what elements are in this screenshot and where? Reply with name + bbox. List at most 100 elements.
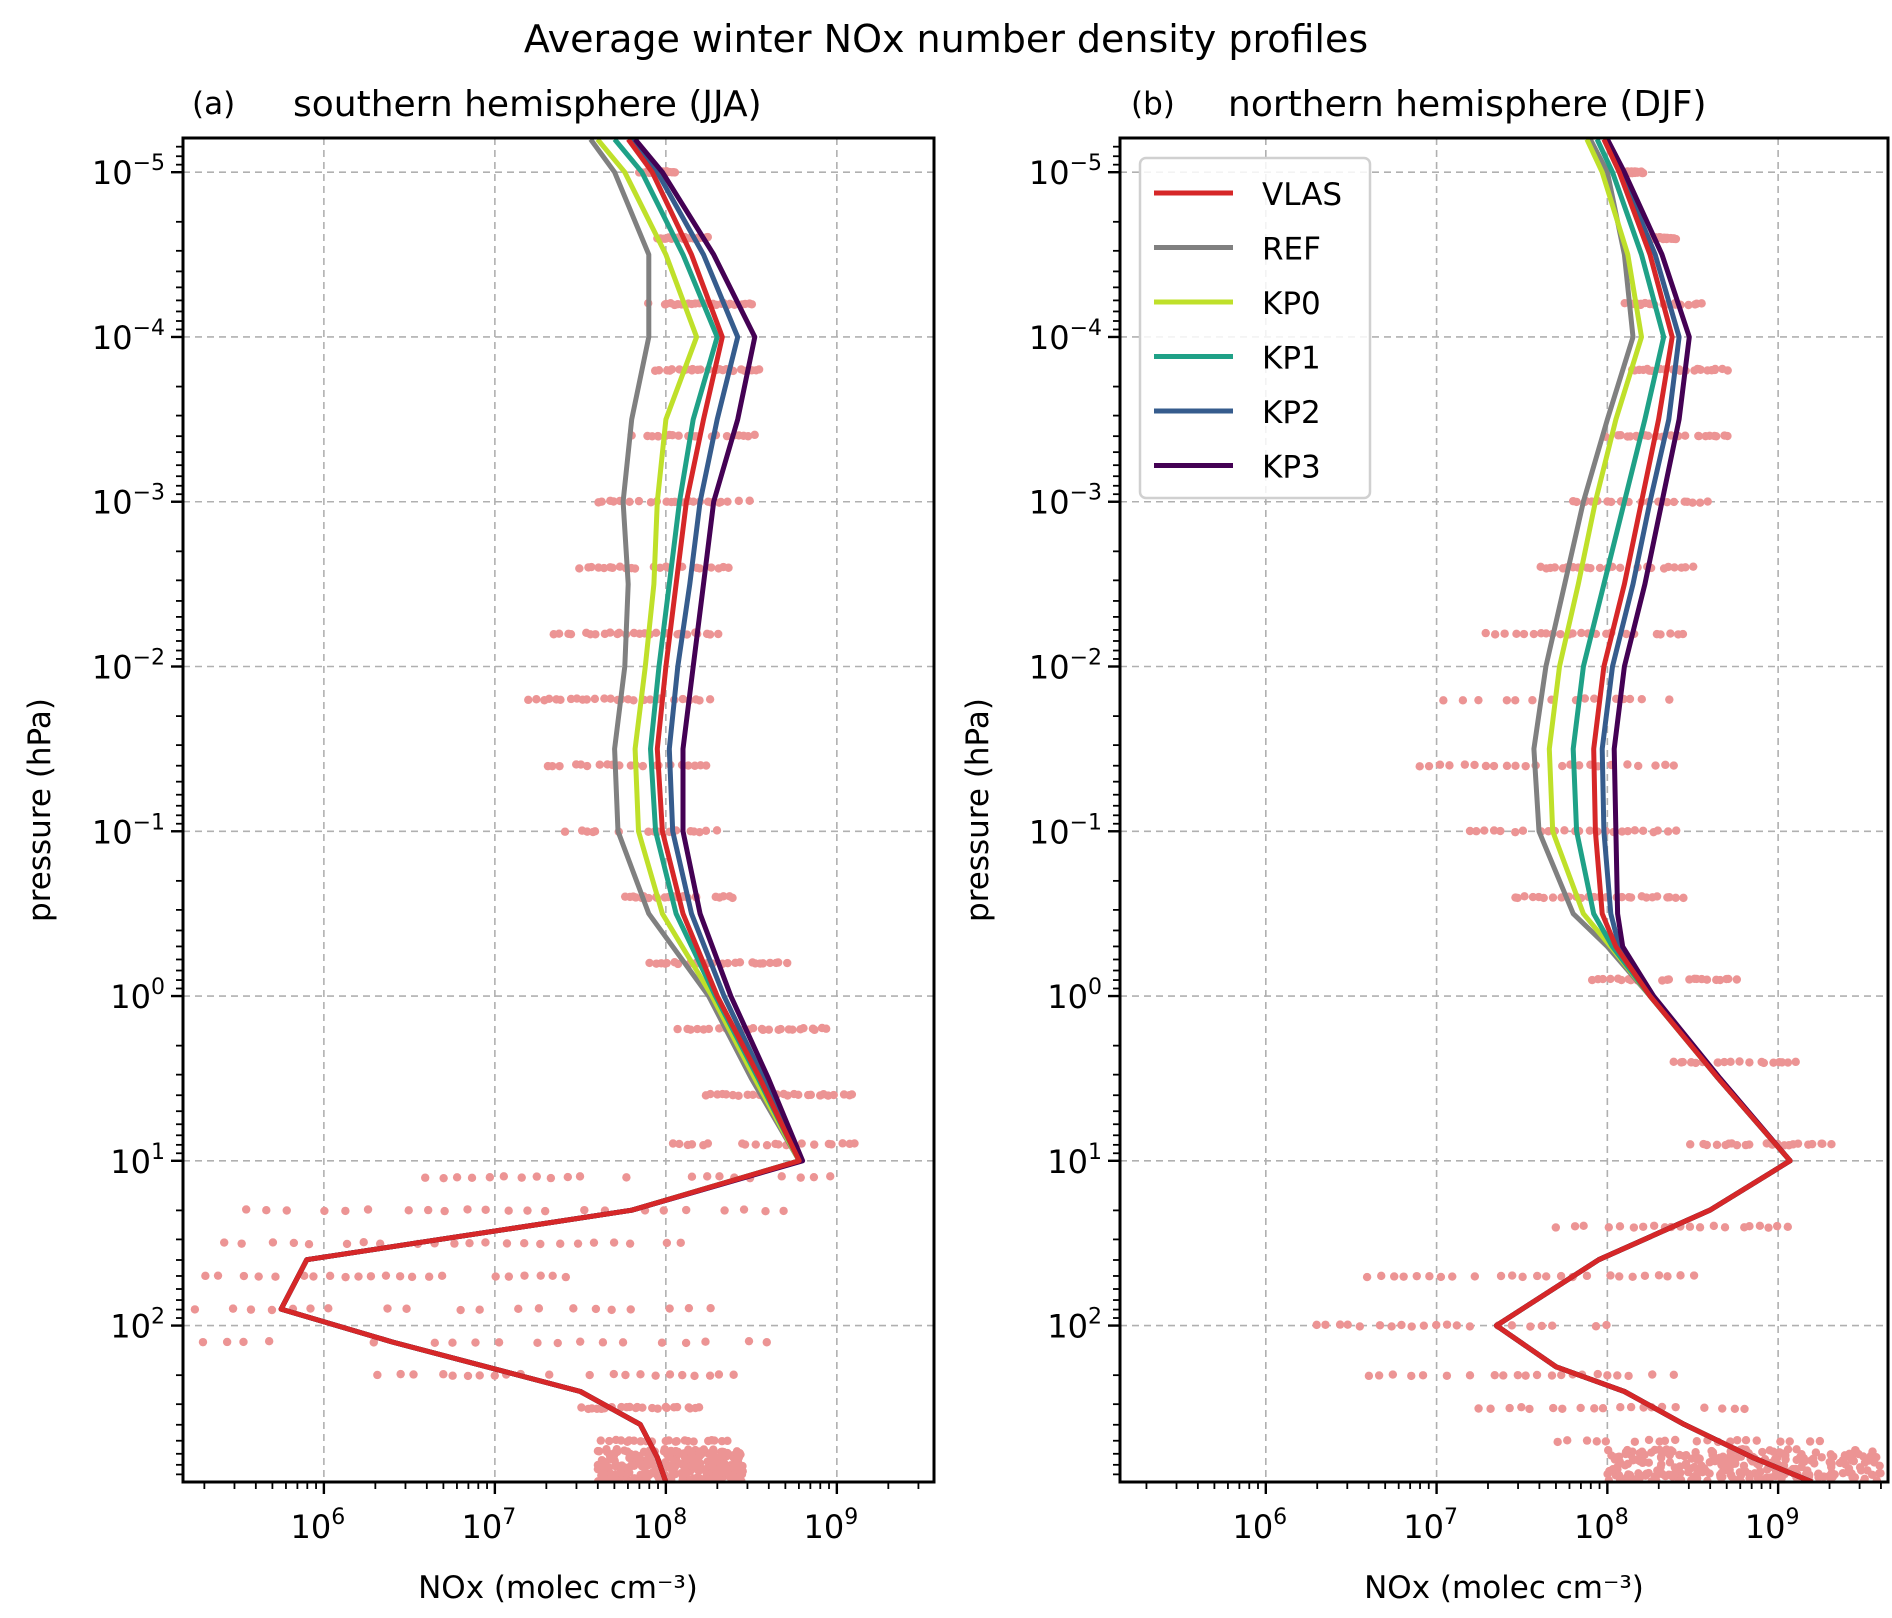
scatter-point bbox=[481, 1205, 490, 1214]
scatter-point bbox=[668, 430, 677, 440]
y-tick-label: 10−2 bbox=[92, 646, 165, 687]
y-tick-label: 102 bbox=[110, 1305, 165, 1346]
scatter-point bbox=[1817, 1453, 1826, 1462]
tick-exponent: −3 bbox=[1070, 481, 1102, 506]
scatter-point bbox=[1652, 892, 1662, 901]
scatter-point bbox=[553, 1338, 562, 1348]
scatter-point bbox=[1850, 1473, 1860, 1482]
scatter-point bbox=[650, 1461, 659, 1470]
scatter-point bbox=[608, 563, 617, 573]
scatter-point bbox=[475, 1305, 484, 1314]
scatter-point bbox=[1697, 299, 1706, 308]
scatter-point bbox=[1653, 1469, 1663, 1478]
scatter-point bbox=[1643, 431, 1653, 441]
scatter-point bbox=[1541, 629, 1551, 638]
scatter-point bbox=[456, 1305, 465, 1315]
scatter-point bbox=[534, 1304, 544, 1313]
scatter-point bbox=[1827, 1140, 1836, 1149]
tick-exponent: 8 bbox=[1615, 1505, 1629, 1530]
scatter-point bbox=[1666, 1446, 1676, 1455]
scatter-point bbox=[593, 1464, 603, 1474]
tick-base: 10 bbox=[110, 1143, 151, 1181]
scatter-point bbox=[730, 1461, 740, 1470]
tick-base: 10 bbox=[1047, 1308, 1088, 1346]
scatter-point bbox=[1805, 1437, 1815, 1446]
y-tick-label: 10−4 bbox=[1029, 316, 1102, 357]
scatter-point bbox=[1613, 1371, 1622, 1380]
scatter-point bbox=[1355, 1322, 1365, 1331]
legend: VLAS REF KP0 KP1 KP2 KP3 bbox=[1138, 156, 1372, 500]
scatter-point bbox=[693, 1024, 702, 1034]
scatter-point bbox=[668, 1466, 677, 1475]
scatter-point bbox=[1766, 1473, 1775, 1482]
scatter-point bbox=[1665, 695, 1674, 704]
scatter-point bbox=[773, 958, 783, 967]
scatter-point bbox=[1568, 629, 1577, 638]
scatter-point bbox=[651, 1371, 660, 1380]
scatter-point bbox=[1418, 1371, 1428, 1380]
scatter-point bbox=[341, 1272, 350, 1282]
tick-base: 10 bbox=[1047, 1143, 1088, 1181]
scatter-point bbox=[1659, 1448, 1668, 1457]
tick-base: 10 bbox=[1029, 813, 1070, 851]
scatter-point bbox=[686, 1025, 695, 1034]
scatter-point bbox=[1637, 694, 1646, 704]
scatter-point bbox=[672, 1402, 682, 1412]
scatter-point bbox=[1470, 760, 1479, 770]
panel-label: (b) bbox=[1131, 86, 1175, 122]
scatter-point bbox=[590, 827, 600, 836]
scatter-point bbox=[1759, 1058, 1769, 1068]
scatter-point bbox=[758, 1025, 768, 1035]
scatter-point bbox=[704, 1024, 714, 1034]
scatter-point bbox=[734, 1453, 744, 1462]
scatter-point bbox=[1660, 1436, 1670, 1446]
scatter-point bbox=[723, 1436, 732, 1446]
scatter-point bbox=[1640, 1271, 1650, 1280]
scatter-point bbox=[724, 563, 733, 572]
scatter-point bbox=[599, 563, 609, 573]
scatter-point bbox=[598, 1338, 608, 1347]
scatter-point bbox=[1635, 1473, 1644, 1482]
scatter-point bbox=[533, 1338, 542, 1347]
scatter-point bbox=[485, 1173, 495, 1182]
scatter-point bbox=[491, 1272, 500, 1281]
scatter-point bbox=[424, 1272, 434, 1281]
y-axis-label: pressure (hPa) bbox=[960, 698, 996, 922]
scatter-point bbox=[715, 1172, 724, 1181]
scatter-point bbox=[1532, 1370, 1542, 1380]
scatter-point bbox=[1724, 974, 1733, 984]
scatter-point bbox=[709, 1464, 719, 1473]
scatter-point bbox=[1632, 1455, 1641, 1464]
scatter-point bbox=[1472, 827, 1481, 836]
scatter-point bbox=[748, 1024, 758, 1033]
scatter-point bbox=[629, 1436, 639, 1445]
scatter-point bbox=[1730, 1404, 1740, 1413]
scatter-point bbox=[1654, 1271, 1664, 1280]
scatter-point bbox=[267, 1305, 277, 1315]
scatter-point bbox=[1407, 1322, 1416, 1331]
scatter-point bbox=[826, 1172, 835, 1181]
scatter-point bbox=[1740, 1404, 1749, 1414]
scatter-point bbox=[1688, 498, 1697, 507]
scatter-point bbox=[1442, 1371, 1452, 1380]
scatter-point bbox=[545, 1370, 554, 1379]
scatter-point bbox=[448, 1338, 457, 1347]
tick-base: 10 bbox=[1029, 484, 1070, 522]
scatter-point bbox=[1860, 1474, 1869, 1482]
scatter-point bbox=[282, 1206, 291, 1215]
tick-base: 10 bbox=[110, 1308, 151, 1346]
scatter-point bbox=[1851, 1445, 1860, 1455]
scatter-point bbox=[706, 1303, 715, 1313]
scatter-point bbox=[1715, 975, 1725, 985]
scatter-point bbox=[605, 1436, 614, 1446]
scatter-point bbox=[644, 827, 653, 836]
scatter-point bbox=[1470, 1272, 1480, 1281]
scatter-point bbox=[595, 760, 604, 769]
scatter-point bbox=[1502, 761, 1512, 771]
scatter-point bbox=[1644, 1458, 1654, 1467]
scatter-point bbox=[1849, 1456, 1859, 1466]
scatter-point bbox=[810, 1140, 819, 1149]
scatter-point bbox=[705, 1371, 715, 1380]
scatter-point bbox=[1626, 1402, 1636, 1412]
scatter-point bbox=[1415, 762, 1424, 771]
